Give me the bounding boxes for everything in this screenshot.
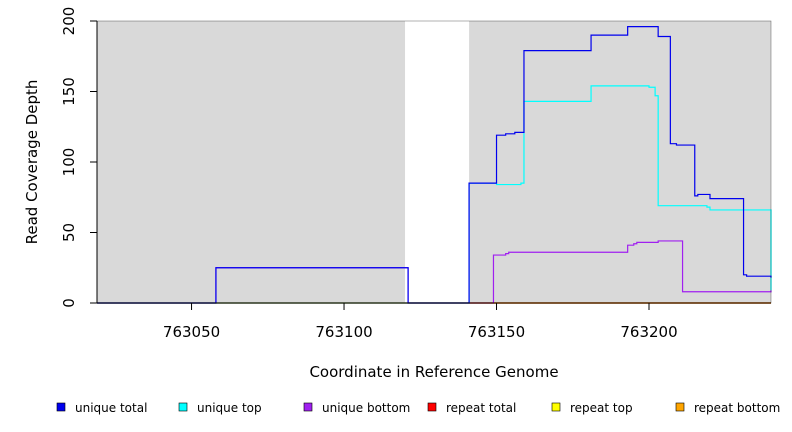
y-tick-label: 100	[60, 148, 78, 177]
x-axis: 763050 763100 763150 763200	[97, 302, 771, 341]
y-tick-label: 150	[60, 77, 78, 106]
y-tick-label: 200	[60, 7, 78, 36]
y-tick-label: 0	[60, 298, 78, 308]
legend-swatch	[56, 402, 66, 412]
legend-swatch	[303, 402, 313, 412]
legend-swatch	[551, 402, 561, 412]
x-axis-label: Coordinate in Reference Genome	[309, 363, 558, 381]
legend-label: unique bottom	[322, 401, 410, 415]
legend-swatch	[675, 402, 685, 412]
legend-label: repeat total	[446, 401, 516, 415]
legend-label: repeat top	[570, 401, 633, 415]
series-line-unique-total	[97, 26, 772, 304]
legend-item-repeat-total: repeat total	[427, 401, 516, 415]
legend-swatch	[178, 402, 188, 412]
legend-label: unique total	[75, 401, 147, 415]
x-tick-label: 763200	[620, 323, 677, 341]
legend: unique total unique top unique bottom repea…	[56, 401, 780, 415]
legend-item-unique-total: unique total	[56, 401, 147, 415]
legend-label: repeat bottom	[694, 401, 780, 415]
legend-item-repeat-top: repeat top	[551, 401, 633, 415]
y-axis-label: Read Coverage Depth	[23, 80, 41, 245]
x-tick-label: 763050	[163, 323, 220, 341]
x-tick-label: 763100	[315, 323, 372, 341]
y-tick-label: 50	[60, 223, 78, 242]
uncovered-regions	[405, 21, 470, 303]
legend-item-unique-top: unique top	[178, 401, 262, 415]
y-axis: 0 50 100 150 200	[60, 7, 98, 308]
legend-item-unique-bottom: unique bottom	[303, 401, 410, 415]
x-tick-label: 763150	[468, 323, 525, 341]
legend-item-repeat-bottom: repeat bottom	[675, 401, 780, 415]
legend-swatch	[427, 402, 437, 412]
legend-label: unique top	[197, 401, 262, 415]
uncovered-region-0	[405, 21, 470, 303]
